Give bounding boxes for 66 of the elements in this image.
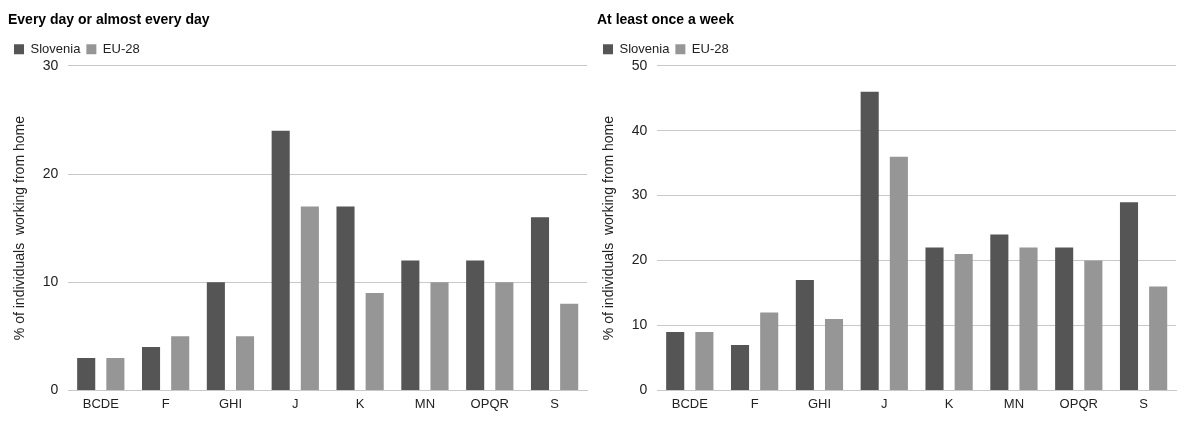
bar	[206, 282, 225, 390]
bar	[235, 336, 255, 390]
bar	[560, 303, 579, 390]
x-tick-label: BCDE	[82, 395, 120, 411]
y-tick-label: 0	[639, 381, 648, 398]
bar	[1149, 286, 1168, 390]
legend-label: Slovenia	[30, 40, 82, 56]
bar	[824, 318, 844, 390]
x-tick-label: S	[550, 395, 560, 411]
bar	[1119, 202, 1139, 390]
y-tick-label: 30	[631, 186, 648, 203]
bar	[1084, 260, 1103, 390]
bar	[300, 206, 319, 390]
x-tick-label: MN	[414, 395, 436, 411]
bar	[530, 217, 550, 390]
bar	[1055, 247, 1074, 390]
legend-label: EU-28	[691, 40, 729, 56]
bar	[730, 344, 750, 390]
x-tick-label: GHI	[807, 395, 832, 411]
bar	[336, 206, 355, 390]
x-tick-label: GHI	[218, 395, 243, 411]
bar	[925, 247, 944, 390]
bar	[889, 156, 908, 390]
bar	[141, 347, 161, 390]
y-tick-label: 10	[631, 316, 648, 333]
y-tick-label: 50	[631, 56, 648, 73]
x-tick-label: K	[355, 395, 365, 411]
x-tick-label: J	[881, 395, 888, 411]
bar	[760, 312, 779, 390]
bar	[954, 254, 973, 390]
y-axis-title: % of individuals working from home	[600, 115, 617, 341]
y-tick-label: 20	[631, 251, 648, 268]
y-tick-label: 30	[42, 56, 59, 73]
chart-title: At least once a week	[597, 11, 735, 28]
bar	[495, 282, 514, 390]
bar	[106, 357, 125, 390]
legend-label: Slovenia	[619, 40, 671, 56]
x-tick-label: F	[750, 395, 759, 411]
bar	[1019, 247, 1038, 390]
x-tick-label: OPQR	[1059, 395, 1098, 411]
bar	[795, 280, 814, 390]
bar	[77, 357, 96, 390]
bar	[401, 260, 420, 390]
y-axis-title: % of individuals working from home	[11, 115, 28, 341]
y-tick-label: 10	[42, 273, 59, 290]
x-tick-label: BCDE	[671, 395, 709, 411]
bar	[171, 336, 190, 390]
chart-title: Every day or almost every day	[8, 11, 210, 28]
legend-label: EU-28	[102, 40, 140, 56]
x-tick-label: F	[161, 395, 170, 411]
y-tick-label: 40	[631, 121, 648, 138]
bar	[466, 260, 485, 390]
bar	[365, 293, 384, 390]
x-tick-label: MN	[1003, 395, 1025, 411]
bar	[695, 331, 714, 390]
x-tick-label: K	[944, 395, 954, 411]
x-tick-label: S	[1139, 395, 1149, 411]
x-tick-label: OPQR	[470, 395, 509, 411]
bar	[666, 331, 685, 390]
bar	[990, 234, 1009, 390]
x-tick-label: J	[292, 395, 299, 411]
y-tick-label: 20	[42, 164, 59, 181]
y-tick-label: 0	[50, 381, 59, 398]
bar	[860, 91, 879, 390]
bar	[430, 282, 449, 390]
bar	[271, 130, 290, 390]
